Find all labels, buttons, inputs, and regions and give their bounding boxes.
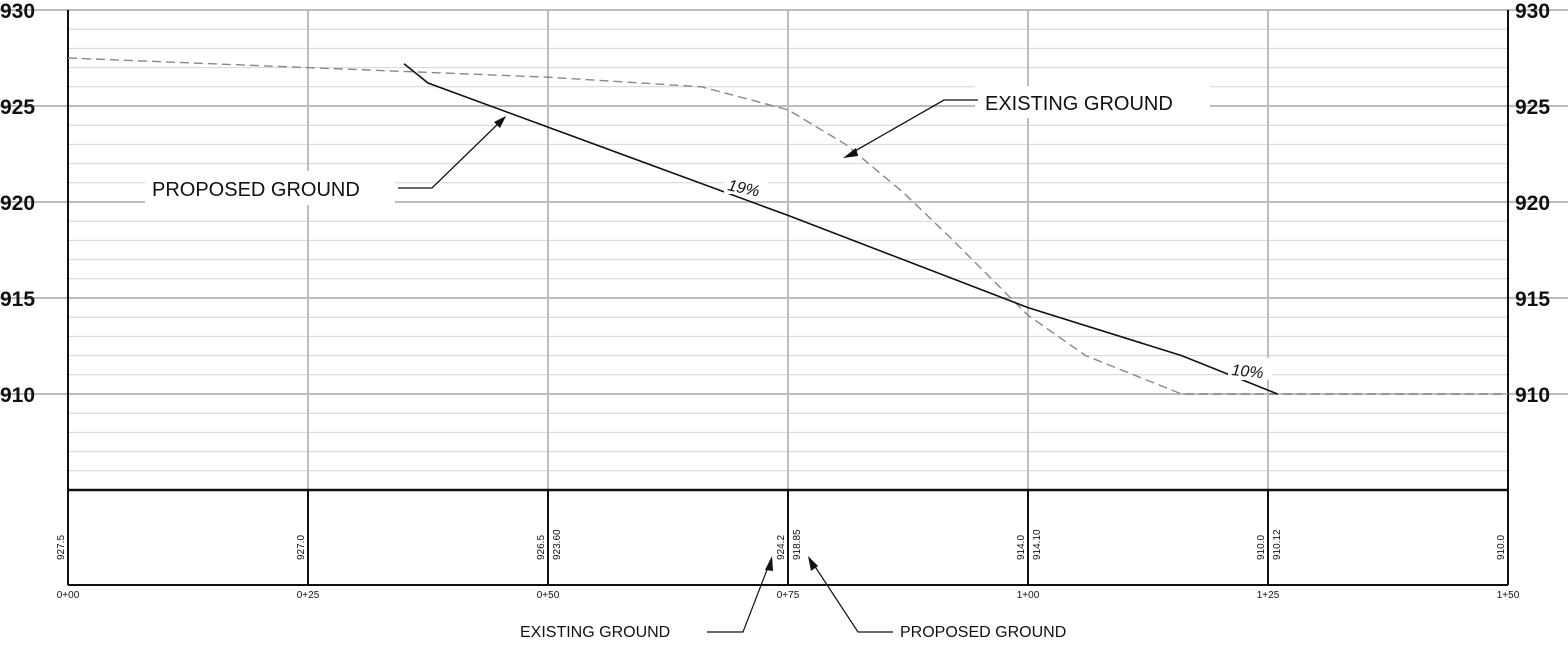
existing-arrowhead-top xyxy=(843,148,858,158)
band-value-label: 914.10 xyxy=(1032,529,1043,560)
band-value-label: 927.5 xyxy=(56,535,67,560)
proposed-arrowhead-bottom xyxy=(808,556,818,571)
elevation-label-right: 930 xyxy=(1515,0,1550,23)
band-value-label: 918.85 xyxy=(792,529,803,560)
band-value-label: 924.2 xyxy=(776,535,787,560)
proposed-leader-bottom xyxy=(811,561,893,633)
existing-ground-line xyxy=(67,57,1508,395)
elevation-label-right: 910 xyxy=(1515,384,1550,407)
existing-leader-bottom xyxy=(707,561,771,633)
slope-bg-1 xyxy=(724,172,768,194)
existing-leader-top xyxy=(847,99,978,156)
proposed-ground-label-bottom: PROPOSED GROUND xyxy=(900,624,1066,641)
band-value-label: 927.0 xyxy=(296,535,307,560)
proposed-leader-top xyxy=(398,119,503,189)
band-value-label: 910.0 xyxy=(1496,535,1507,560)
proposed-arrowhead-top xyxy=(494,116,506,128)
band-value-label: 914.0 xyxy=(1016,535,1027,560)
series-layer xyxy=(67,57,1508,395)
station-label: 1+50 xyxy=(1497,590,1520,601)
station-label: 1+25 xyxy=(1257,590,1280,601)
band-value-label: 910.0 xyxy=(1256,535,1267,560)
band-value-label: 910.12 xyxy=(1272,529,1283,560)
slope-bg-2 xyxy=(1228,358,1272,380)
existing-arrowhead-bottom xyxy=(765,556,773,571)
callouts: PROPOSED GROUND EXISTING GROUND 19% 10% … xyxy=(145,86,1272,641)
elevation-label-left: 930 xyxy=(0,0,35,23)
elevation-label-left: 915 xyxy=(0,288,35,311)
station-label: 0+25 xyxy=(297,590,320,601)
existing-label-bg-top xyxy=(975,86,1210,118)
elevation-label-right: 915 xyxy=(1515,288,1550,311)
existing-ground-label-bottom: EXISTING GROUND xyxy=(520,624,670,641)
proposed-ground-line xyxy=(403,63,1278,395)
elevation-labels: 910 910 915 915 920 920 925 925 930 930 xyxy=(0,0,1550,407)
elevation-label-left: 925 xyxy=(0,96,35,119)
elevation-label-right: 925 xyxy=(1515,96,1550,119)
proposed-ground-label-top: PROPOSED GROUND xyxy=(152,179,360,201)
band-value-label: 923.60 xyxy=(552,529,563,560)
existing-ground-label-top: EXISTING GROUND xyxy=(985,93,1173,115)
slope-label-19: 19% xyxy=(726,177,761,200)
elevation-label-right: 920 xyxy=(1515,192,1550,215)
elevation-label-left: 920 xyxy=(0,192,35,215)
slope-label-10: 10% xyxy=(1231,362,1265,382)
station-label: 0+50 xyxy=(537,590,560,601)
station-label: 0+00 xyxy=(57,590,80,601)
station-label: 1+00 xyxy=(1017,590,1040,601)
elevation-label-left: 910 xyxy=(0,384,35,407)
band-value-label: 926.5 xyxy=(536,535,547,560)
proposed-label-bg-top xyxy=(145,171,395,205)
data-band: 0+00 0+25 0+50 0+75 1+00 1+25 1+50 927.5 927.0 92… xyxy=(56,490,1520,601)
station-label: 0+75 xyxy=(777,590,800,601)
major-grid xyxy=(0,9,1568,490)
